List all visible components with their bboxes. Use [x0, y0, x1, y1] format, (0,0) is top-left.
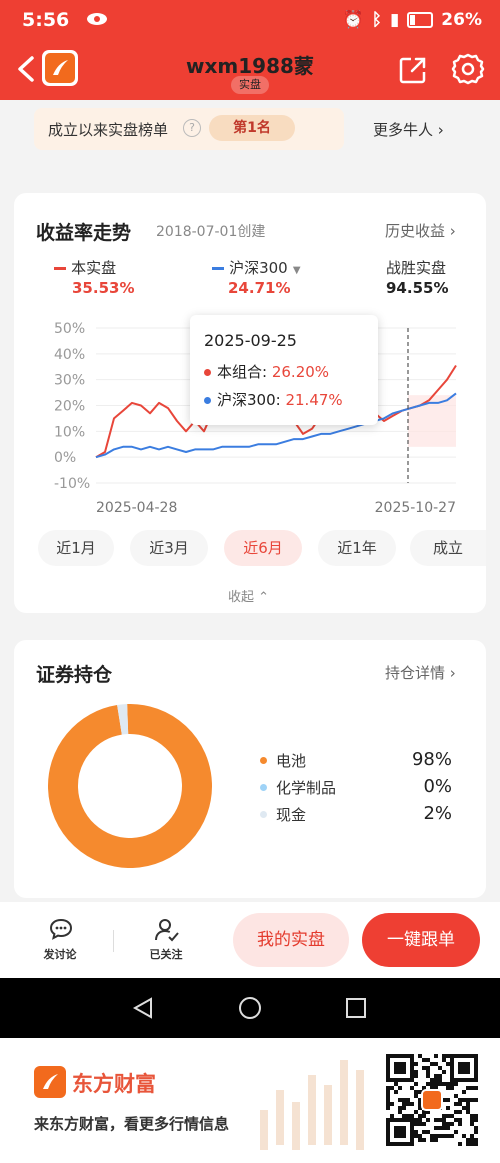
tab-1y[interactable]: 近1年	[318, 530, 396, 566]
tooltip-value: 21.47%	[285, 391, 343, 409]
chevron-right-icon: ›	[437, 121, 444, 139]
ranking-label: 成立以来实盘榜单	[48, 121, 169, 139]
legend-label: 沪深300	[229, 259, 288, 277]
chevron-right-icon: ›	[449, 664, 456, 682]
triangle-down-icon: ▼	[292, 265, 301, 276]
y-tick-label: -10%	[54, 476, 90, 492]
nav-home-icon[interactable]	[238, 996, 262, 1020]
followed-label: 已关注	[149, 948, 183, 961]
returns-title: 收益率走势	[36, 222, 132, 244]
created-date: 2018-07-01创建	[156, 224, 266, 240]
legend-item-index[interactable]: 沪深300 ▼	[212, 257, 301, 278]
chevron-up-icon: ⌃	[258, 590, 270, 605]
app-logo-icon	[42, 50, 78, 86]
bluetooth-icon: ᛒ	[371, 10, 382, 30]
discuss-label: 发讨论	[43, 948, 77, 961]
donut-slice	[48, 704, 212, 868]
legend-value: 94.55%	[386, 279, 449, 297]
legend-label: 本实盘	[71, 259, 117, 277]
holding-percent: 2%	[423, 803, 452, 824]
qr-code-icon	[386, 1054, 478, 1146]
battery-percent: 26%	[441, 10, 482, 30]
chat-bubble-icon	[49, 918, 73, 940]
page-title: wxm1988蒙	[186, 54, 314, 78]
legend-item-portfolio: 本实盘	[54, 257, 116, 278]
nav-back-icon[interactable]	[131, 996, 155, 1020]
holding-percent: 98%	[411, 749, 452, 770]
eastmoney-logo-icon	[34, 1066, 66, 1098]
blue-dot-icon	[204, 397, 211, 404]
eye-icon	[87, 13, 107, 25]
rank-badge: 第1名	[209, 115, 295, 141]
legend-value: 35.53%	[72, 279, 135, 297]
holding-name: 电池	[276, 752, 307, 770]
legend-value: 24.71%	[228, 279, 291, 297]
tab-since-inception[interactable]: 成立	[410, 530, 486, 566]
tooltip-date: 2025-09-25	[204, 331, 297, 350]
legend-label: 战胜实盘	[386, 259, 447, 277]
y-tick-label: 10%	[54, 424, 85, 440]
tab-3m[interactable]: 近3月	[130, 530, 208, 566]
one-click-follow-button[interactable]: 一键跟单	[362, 913, 480, 967]
back-icon[interactable]	[12, 52, 42, 86]
battery-icon	[407, 12, 434, 28]
tab-1m[interactable]: 近1月	[38, 530, 114, 566]
y-tick-label: 50%	[54, 321, 85, 337]
more-traders-label: 更多牛人	[373, 121, 434, 139]
holdings-donut-chart	[48, 704, 212, 868]
legend-line-icon	[54, 267, 66, 270]
tooltip-label: 沪深300:	[217, 391, 281, 409]
holding-dot-icon	[260, 757, 267, 764]
legend-line-icon	[212, 267, 224, 270]
series-line	[95, 392, 457, 459]
holding-percent: 0%	[423, 776, 452, 797]
real-account-badge: 实盘	[231, 76, 269, 94]
holdings-detail-label: 持仓详情	[385, 664, 446, 682]
y-tick-label: 0%	[54, 450, 76, 466]
signal-icon: ▮	[389, 10, 400, 30]
red-dot-icon	[204, 369, 211, 376]
tooltip-row-portfolio: 本组合: 26.20%	[204, 361, 329, 382]
holding-name: 化学制品	[276, 779, 337, 797]
holding-name: 现金	[276, 806, 307, 824]
history-returns-label: 历史收益	[385, 222, 446, 240]
gear-icon[interactable]	[451, 52, 485, 86]
status-time: 5:56	[22, 9, 70, 31]
status-icons: ⏰ ᛒ ▮ 26%	[343, 10, 482, 30]
collapse-link[interactable]: 收起 ⌃	[228, 586, 269, 605]
holdings-title: 证券持仓	[36, 664, 113, 686]
history-returns-link[interactable]: 历史收益 ›	[385, 220, 456, 241]
y-tick-label: 40%	[54, 347, 85, 363]
user-check-icon	[155, 919, 179, 942]
followed-button[interactable]: 已关注	[136, 916, 196, 966]
y-tick-label: 20%	[54, 399, 85, 415]
x-tick-label: 2025-04-28	[96, 500, 177, 516]
y-tick-label: 30%	[54, 373, 85, 389]
chevron-right-icon: ›	[449, 222, 456, 240]
alarm-icon: ⏰	[342, 10, 364, 30]
divider	[113, 930, 114, 952]
tooltip-value: 26.20%	[271, 363, 330, 381]
donut-slice	[48, 704, 212, 868]
holding-dot-icon	[260, 811, 267, 818]
decorative-candlestick-icon	[260, 1060, 364, 1150]
tooltip-label: 本组合:	[217, 363, 268, 381]
x-tick-label: 2025-10-27	[375, 500, 456, 516]
help-icon[interactable]: ?	[183, 119, 201, 137]
promo-slogan: 来东方财富，看更多行情信息	[34, 1115, 230, 1133]
tooltip-row-index: 沪深300: 21.47%	[204, 389, 343, 410]
promo-brand: 东方财富	[72, 1072, 156, 1096]
system-nav-bar	[0, 978, 500, 1038]
share-icon[interactable]	[398, 55, 428, 85]
tab-6m[interactable]: 近6月	[224, 530, 302, 566]
collapse-label: 收起	[228, 590, 255, 605]
holding-dot-icon	[260, 784, 267, 791]
app-header	[0, 0, 500, 100]
more-traders-link[interactable]: 更多牛人 ›	[373, 119, 444, 140]
chart-tooltip: 2025-09-25 本组合: 26.20% 沪深300: 21.47%	[190, 315, 378, 425]
holdings-detail-link[interactable]: 持仓详情 ›	[385, 662, 456, 683]
my-portfolio-button[interactable]: 我的实盘	[233, 913, 349, 967]
nav-recents-icon[interactable]	[345, 997, 367, 1019]
discuss-button[interactable]: 发讨论	[30, 916, 90, 966]
